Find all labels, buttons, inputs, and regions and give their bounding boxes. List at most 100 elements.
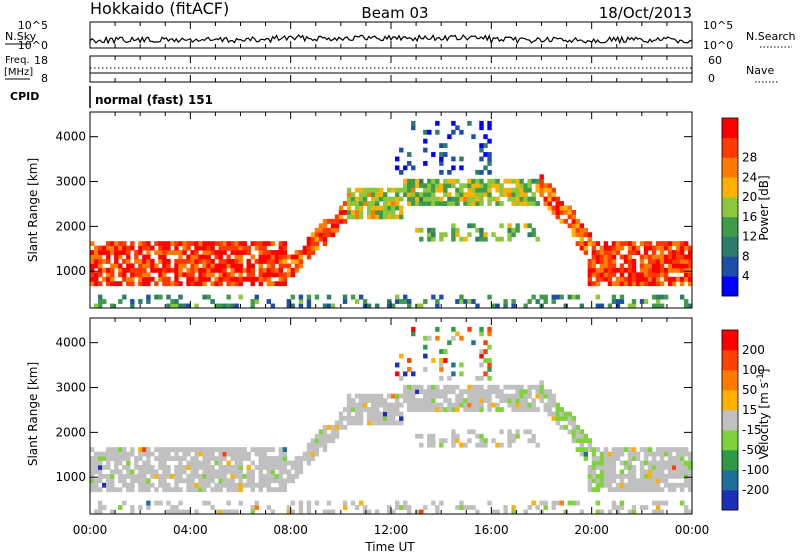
velocity-cell (679, 500, 685, 506)
velocity-cell (274, 460, 280, 466)
power-cell (587, 276, 593, 282)
power-cell (130, 281, 135, 287)
power-cell (166, 259, 171, 264)
velocity-cell (499, 442, 504, 448)
power-cell (631, 267, 637, 273)
velocity-cell (475, 509, 480, 515)
x-tick-label: 04:00 (173, 523, 208, 537)
velocity-cell (322, 438, 328, 444)
power-cell (166, 245, 171, 251)
velocity-cell (386, 505, 392, 510)
velocity-cell (246, 482, 251, 488)
velocity-cell (370, 416, 376, 421)
power-cell (154, 281, 159, 287)
velocity-cell (431, 407, 436, 412)
velocity-cell (282, 456, 288, 461)
power-cell (162, 259, 167, 264)
velocity-cell (523, 393, 528, 399)
velocity-cell (527, 389, 532, 395)
power-cell (603, 250, 609, 255)
velocity-cell (178, 460, 183, 466)
power-cell (122, 250, 127, 255)
power-cell (491, 232, 496, 238)
velocity-cell (487, 407, 492, 412)
power-cell (607, 259, 613, 264)
power-cell (407, 161, 412, 166)
power-cell (631, 259, 637, 264)
power-cell (611, 241, 617, 247)
velocity-cell (234, 482, 239, 488)
velocity-cell (354, 420, 360, 426)
velocity-cell (571, 500, 577, 506)
power-cell (623, 281, 629, 287)
velocity-cell (230, 487, 235, 493)
velocity-cell (663, 482, 669, 488)
power-cell (174, 241, 179, 247)
power-cell (142, 276, 147, 282)
velocity-cell (166, 456, 171, 461)
velocity-cell (547, 411, 552, 417)
power-cell (527, 299, 532, 304)
power-cell (659, 259, 665, 264)
velocity-cell (411, 326, 416, 332)
power-cell (419, 201, 424, 206)
power-cell (294, 267, 300, 273)
velocity-cell (218, 456, 223, 461)
power-cell (234, 303, 239, 309)
power-cell (487, 120, 492, 126)
power-cell (274, 250, 280, 255)
power-cell (374, 192, 380, 198)
velocity-cell (210, 478, 215, 484)
power-cell (419, 236, 424, 242)
power-cell (118, 241, 123, 247)
power-cell (631, 281, 637, 287)
velocity-cell (354, 402, 360, 408)
velocity-cell (403, 398, 408, 404)
velocity-cell (94, 482, 99, 488)
velocity-cell (603, 447, 609, 453)
power-cell (282, 263, 288, 269)
velocity-cell (395, 407, 400, 412)
power-cell (447, 134, 452, 140)
power-cell (366, 192, 372, 198)
power-cell (599, 254, 605, 260)
velocity-cell (547, 393, 552, 399)
velocity-cell (427, 393, 432, 399)
velocity-cell (378, 398, 384, 404)
power-cell (218, 281, 223, 287)
velocity-cell (627, 460, 633, 466)
power-cell (467, 192, 472, 198)
y-tick-label: 1000 (55, 470, 86, 484)
velocity-cell (150, 482, 155, 488)
velocity-cell (659, 478, 665, 484)
velocity-cell (194, 473, 199, 479)
velocity-cell (655, 500, 661, 506)
velocity-cell (226, 500, 231, 506)
velocity-cell (643, 505, 649, 510)
power-cell (250, 299, 255, 304)
power-cell (663, 241, 669, 247)
power-cell (427, 178, 432, 184)
power-cell (214, 267, 219, 273)
power-cell (110, 267, 115, 273)
velocity-cell (459, 500, 464, 506)
velocity-cbar-tick: -50 (742, 443, 762, 457)
power-cell (154, 250, 159, 255)
velocity-cell (483, 340, 488, 346)
power-cell (547, 201, 552, 206)
power-cell (507, 187, 512, 193)
velocity-cell (214, 487, 219, 493)
power-cell (659, 250, 665, 255)
velocity-cell (451, 429, 456, 435)
velocity-cell (547, 389, 552, 395)
power-cell (222, 241, 227, 247)
velocity-cell (158, 460, 163, 466)
velocity-cell (447, 402, 452, 408)
velocity-cell (374, 407, 380, 412)
velocity-cell (403, 389, 408, 395)
power-cell (495, 303, 500, 309)
power-cell (687, 263, 693, 269)
velocity-cell (639, 478, 645, 484)
velocity-cell (563, 509, 568, 515)
velocity-cell (531, 384, 536, 390)
